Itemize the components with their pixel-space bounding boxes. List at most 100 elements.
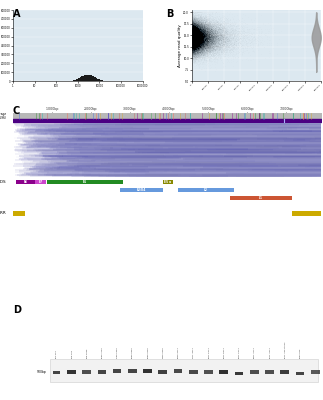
Point	[190, 42, 195, 49]
Point	[198, 33, 203, 40]
Point	[195, 28, 201, 34]
Point	[208, 40, 213, 46]
Point	[194, 36, 199, 42]
Point	[193, 31, 198, 38]
Point	[200, 31, 205, 38]
Point	[198, 52, 203, 58]
Point	[200, 35, 205, 42]
Point	[213, 24, 218, 31]
Point	[198, 26, 203, 32]
Point	[194, 39, 199, 46]
Point	[195, 31, 200, 37]
Point	[196, 30, 202, 36]
Point	[198, 34, 203, 40]
Point	[190, 37, 195, 44]
Point	[191, 24, 196, 30]
Point	[193, 41, 198, 47]
Point	[189, 32, 194, 39]
Point	[193, 23, 198, 29]
Point	[191, 45, 196, 51]
Point	[195, 26, 200, 32]
Point	[190, 20, 195, 26]
Point	[199, 35, 204, 41]
Point	[194, 34, 200, 41]
Point	[190, 35, 195, 42]
Point	[196, 36, 202, 42]
Point	[196, 43, 201, 49]
Point	[193, 31, 198, 38]
Point	[219, 34, 224, 41]
Point	[205, 37, 211, 43]
Point	[209, 35, 214, 42]
Point	[205, 24, 210, 30]
Point	[212, 43, 217, 49]
Point	[204, 34, 210, 40]
Point	[195, 42, 200, 49]
Point	[209, 34, 214, 40]
Point	[194, 31, 199, 37]
Point	[214, 29, 220, 36]
Point	[196, 32, 201, 38]
Point	[193, 37, 198, 43]
Point	[195, 44, 200, 50]
Point	[206, 31, 211, 38]
Point	[195, 52, 200, 58]
Point	[192, 26, 197, 32]
Point	[200, 25, 205, 32]
Point	[229, 28, 234, 35]
Point	[205, 43, 211, 49]
Point	[206, 23, 211, 29]
Point	[194, 16, 199, 23]
Point	[200, 39, 205, 45]
Point	[191, 45, 196, 51]
Point	[259, 34, 264, 40]
Point	[199, 24, 204, 31]
Point	[191, 43, 196, 49]
Point	[191, 32, 196, 38]
Point	[190, 23, 195, 29]
Point	[212, 41, 217, 48]
Point	[210, 56, 215, 62]
Point	[196, 34, 201, 40]
Point	[196, 29, 201, 36]
Point	[190, 38, 195, 44]
Point	[196, 41, 201, 47]
Point	[195, 27, 200, 33]
Point	[202, 53, 207, 60]
Point	[196, 29, 202, 35]
Point	[201, 28, 206, 34]
Point	[190, 43, 195, 49]
Point	[201, 31, 206, 38]
Point	[190, 35, 195, 41]
Point	[195, 24, 200, 30]
Point	[190, 44, 195, 51]
Point	[192, 34, 197, 40]
Point	[197, 45, 202, 51]
Point	[190, 44, 195, 51]
Point	[197, 24, 202, 30]
Point	[193, 46, 198, 52]
Point	[206, 46, 211, 53]
Point	[194, 57, 200, 63]
Point	[192, 37, 197, 43]
Point	[192, 40, 197, 46]
Point	[190, 37, 195, 43]
Point	[196, 43, 201, 50]
Point	[189, 45, 194, 51]
Point	[192, 36, 197, 43]
Point	[205, 29, 211, 35]
Point	[204, 24, 210, 30]
Point	[191, 37, 196, 43]
Point	[199, 29, 204, 35]
Point	[201, 26, 206, 32]
Point	[193, 44, 198, 50]
Point	[191, 51, 196, 58]
Point	[192, 42, 197, 48]
Point	[195, 51, 201, 58]
Point	[195, 34, 201, 41]
Point	[206, 48, 211, 55]
Point	[221, 36, 226, 42]
Point	[193, 22, 198, 28]
Point	[191, 40, 196, 46]
Point	[200, 43, 205, 49]
